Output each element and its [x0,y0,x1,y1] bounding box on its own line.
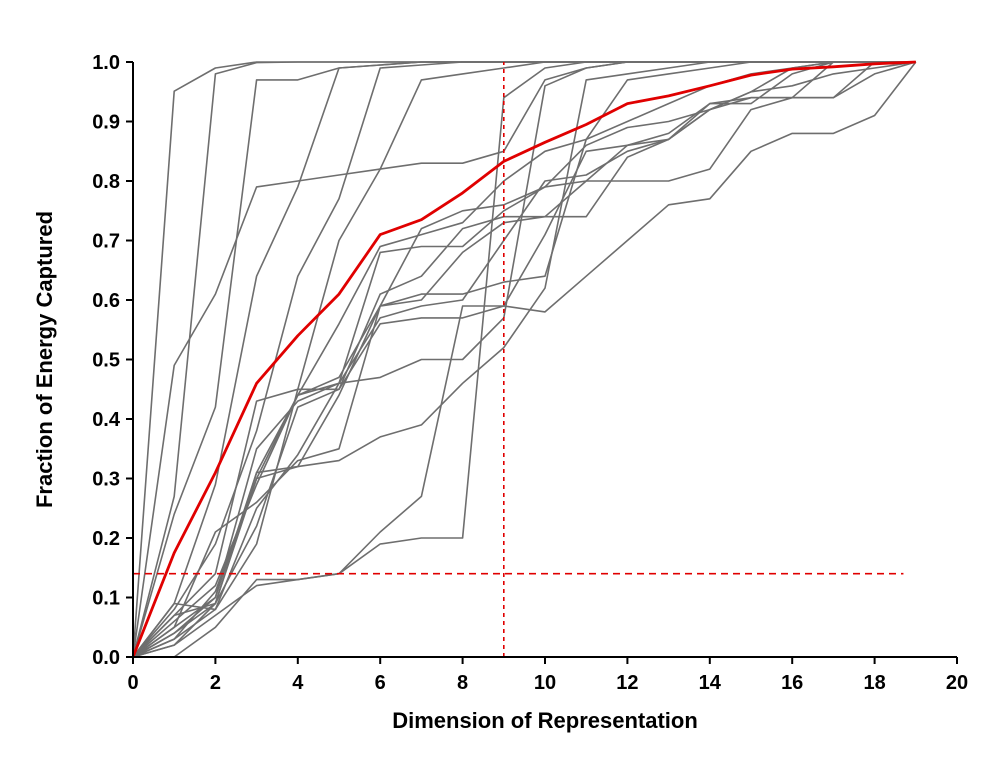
y-tick-label: 0.1 [92,588,120,610]
series-line-12 [132,61,916,658]
series-line-15 [132,61,916,658]
reference-lines-group [133,62,904,657]
series-line-13 [132,61,916,658]
y-tick-label: 0.3 [92,469,120,491]
x-tick-label: 14 [699,672,722,694]
series-line-14 [133,61,916,658]
y-tick-label: 0.4 [92,409,121,431]
y-tick-label: 1.0 [92,52,120,74]
x-tick-label: 12 [616,672,638,694]
mean-series-group [131,60,916,658]
y-tick-label: 0.6 [92,290,120,312]
x-tick-label: 4 [292,672,304,694]
y-tick-label: 0.9 [92,112,120,134]
y-tick-label: 0.5 [92,350,120,372]
x-tick-label: 10 [534,672,556,694]
x-ticks-group: 0 2 4 6 8 10 12 14 16 18 20 [127,657,968,694]
series-line-18 [132,61,917,658]
mean-series-line [131,60,916,658]
series-line-19 [132,61,916,658]
individual-series-group [132,61,917,658]
y-ticks-group: 0.0 0.1 0.2 0.3 0.4 0.5 0.6 0.7 0.8 0.9 1.0 [92,52,133,669]
x-axis-title: Dimension of Representation [392,708,698,733]
x-tick-label: 16 [781,672,803,694]
x-tick-label: 20 [946,672,968,694]
y-tick-label: 0.8 [92,171,120,193]
y-tick-label: 0.7 [92,231,120,253]
x-tick-label: 18 [863,672,885,694]
x-tick-label: 6 [375,672,386,694]
series-line-17 [132,61,917,658]
x-tick-label: 2 [210,672,221,694]
y-axis-title: Fraction of Energy Captured [32,211,57,508]
x-tick-label: 0 [127,672,138,694]
y-tick-label: 0.2 [92,528,120,550]
x-tick-label: 8 [457,672,468,694]
y-tick-label: 0.0 [92,647,120,669]
